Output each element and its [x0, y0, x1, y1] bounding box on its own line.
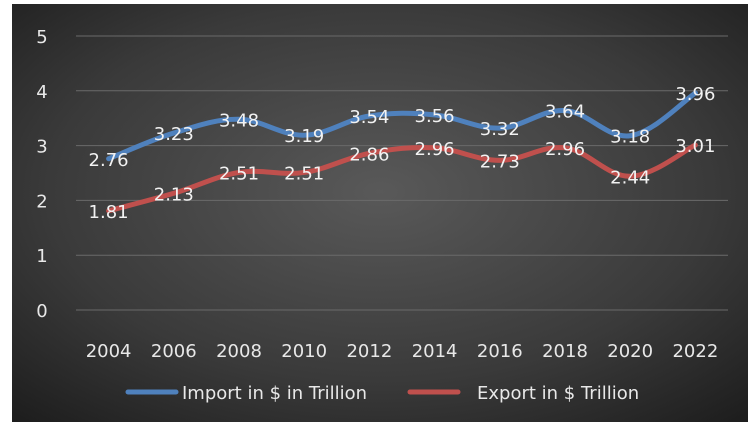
- data-label: 3.32: [480, 119, 520, 140]
- data-label: 3.64: [545, 102, 585, 123]
- y-tick-label: 2: [36, 191, 47, 212]
- data-label: 3.56: [415, 106, 455, 127]
- x-tick-label: 2016: [477, 341, 523, 362]
- y-tick-label: 5: [36, 27, 47, 48]
- x-tick-label: 2014: [412, 341, 458, 362]
- data-label: 3.01: [675, 136, 715, 157]
- y-tick-label: 0: [36, 301, 47, 322]
- data-label: 3.23: [154, 124, 194, 145]
- data-label: 3.18: [610, 127, 650, 148]
- data-label: 2.51: [219, 163, 259, 184]
- data-label: 1.81: [89, 202, 129, 223]
- chart-background: [12, 4, 748, 422]
- data-label: 3.54: [349, 107, 389, 128]
- data-label: 2.96: [415, 139, 455, 160]
- data-label: 2.96: [545, 139, 585, 160]
- x-tick-label: 2012: [346, 341, 392, 362]
- data-label: 2.73: [480, 151, 520, 172]
- data-labels: 2.76 3.23 3.48 3.19 3.54 3.56 3.32 3.64 3.18 3.96…: [89, 84, 716, 223]
- x-tick-label: 2008: [216, 341, 262, 362]
- legend-label-0: Import in $ in Trillion: [182, 383, 367, 404]
- x-tick-label: 2004: [86, 341, 132, 362]
- legend-label-1: Export in $ Trillion: [477, 383, 639, 404]
- legend: Import in $ in Trillion Export in $ Trill…: [125, 383, 639, 404]
- x-tick-label: 2018: [542, 341, 588, 362]
- y-axis-ticks: 0 1 2 3 4 5: [36, 27, 47, 322]
- x-tick-label: 2022: [672, 341, 718, 362]
- series-line-1: [106, 142, 698, 214]
- data-label: 3.48: [219, 110, 259, 131]
- series-line-0: [106, 90, 698, 162]
- data-label: 3.19: [284, 126, 324, 147]
- x-tick-label: 2010: [281, 341, 327, 362]
- x-tick-label: 2020: [607, 341, 653, 362]
- y-tick-label: 4: [36, 82, 47, 103]
- data-label: 2.13: [154, 184, 194, 205]
- series-lines: [106, 90, 698, 214]
- data-label: 2.51: [284, 163, 324, 184]
- y-tick-label: 1: [36, 246, 47, 267]
- data-label: 2.86: [349, 144, 389, 165]
- data-label: 2.44: [610, 167, 650, 188]
- x-axis-ticks: 2004 2006 2008 2010 2012 2014 2016 2018 2020 2022: [86, 341, 719, 362]
- y-tick-label: 3: [36, 137, 47, 158]
- x-tick-label: 2006: [151, 341, 197, 362]
- gridlines: [76, 35, 728, 311]
- data-label: 3.96: [675, 84, 715, 105]
- data-label: 2.76: [89, 150, 129, 171]
